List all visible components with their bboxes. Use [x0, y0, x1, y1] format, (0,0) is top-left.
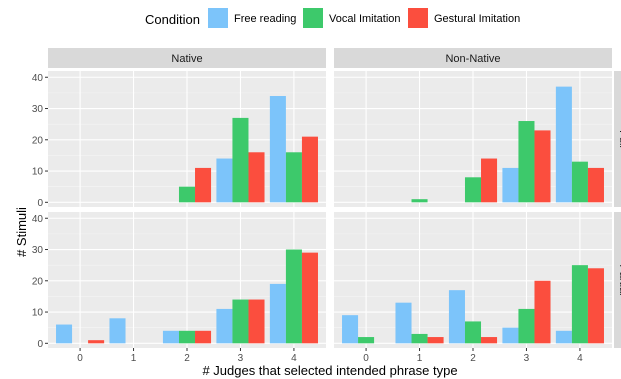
y-tick-label-10: 10	[32, 308, 44, 319]
x-tick-label-4: 4	[577, 353, 583, 364]
facet-strip-native	[48, 48, 326, 68]
x-tick-label-3: 3	[238, 353, 244, 364]
bar-free-reading-4	[555, 86, 572, 203]
panel-non-native-full	[334, 71, 612, 207]
bar-gestural-imitation-2	[195, 167, 212, 203]
facet-strip-partial	[614, 212, 621, 348]
legend-title: Condition	[145, 12, 200, 27]
bar-free-reading-1	[395, 302, 412, 344]
bar-free-reading-1	[109, 318, 126, 344]
facet-label-partial: Partial	[617, 264, 621, 295]
x-tick-label-1: 1	[417, 353, 423, 364]
bar-vocal-imitation-2	[178, 186, 196, 203]
bar-gestural-imitation-1	[427, 337, 444, 344]
bar-free-reading-4	[555, 330, 572, 344]
bar-free-reading-0	[56, 324, 73, 344]
facet-strip-full	[614, 71, 621, 207]
bar-free-reading-2	[448, 290, 465, 344]
y-tick-label-10: 10	[32, 167, 44, 178]
bar-gestural-imitation-2	[481, 337, 498, 344]
panel-non-native-partial	[334, 212, 612, 348]
bar-vocal-imitation-4	[571, 161, 588, 203]
bar-vocal-imitation-3	[518, 121, 535, 203]
x-tick-label-4: 4	[291, 353, 297, 364]
bar-vocal-imitation-1	[411, 333, 428, 344]
bar-vocal-imitation-2	[464, 321, 482, 344]
bar-vocal-imitation-2	[464, 177, 482, 203]
x-tick-label-1: 1	[131, 353, 137, 364]
bar-free-reading-3	[216, 158, 233, 203]
bar-free-reading-3	[502, 327, 519, 344]
legend: Condition Free reading Vocal Imitation Ges…	[145, 8, 520, 28]
bar-free-reading-0	[342, 315, 359, 344]
bar-gestural-imitation-4	[301, 252, 318, 344]
y-axis-title: # Stimuli	[14, 207, 29, 257]
legend-label-free-reading: Free reading	[234, 13, 296, 25]
x-tick-label-2: 2	[470, 353, 476, 364]
legend-label-vocal-imitation: Vocal Imitation	[329, 13, 401, 25]
panel-native-partial	[48, 212, 326, 348]
bar-gestural-imitation-3	[248, 299, 265, 344]
x-tick-label-0: 0	[77, 353, 83, 364]
bar-vocal-imitation-3	[232, 117, 249, 203]
bar-gestural-imitation-3	[248, 152, 265, 203]
bar-vocal-imitation-0	[358, 337, 375, 344]
bar-vocal-imitation-1	[411, 199, 428, 203]
facet-label-native: Native	[171, 53, 202, 65]
y-tick-label-20: 20	[32, 276, 44, 287]
bar-gestural-imitation-3	[534, 280, 551, 344]
bar-free-reading-4	[269, 283, 286, 344]
bar-vocal-imitation-3	[232, 299, 249, 344]
facet-label-non-native: Non-Native	[445, 53, 500, 65]
x-tick-label-2: 2	[184, 353, 190, 364]
y-tick-label-40: 40	[32, 214, 44, 225]
facet-strip-non-native	[334, 48, 612, 68]
y-tick-label-40: 40	[32, 73, 44, 84]
bar-free-reading-2	[162, 330, 179, 344]
y-tick-label-30: 30	[32, 104, 44, 115]
bar-vocal-imitation-4	[571, 265, 588, 344]
x-tick-label-0: 0	[363, 353, 369, 364]
bar-vocal-imitation-4	[285, 152, 302, 203]
legend-key-gestural-imitation	[408, 8, 428, 28]
legend-key-free-reading	[208, 8, 228, 28]
y-tick-label-0: 0	[37, 339, 43, 350]
bar-gestural-imitation-2	[481, 158, 498, 203]
facet-label-full: Full	[617, 130, 621, 148]
y-tick-label-0: 0	[37, 198, 43, 209]
bar-gestural-imitation-4	[587, 268, 604, 344]
legend-label-gestural-imitation: Gestural Imitation	[434, 13, 520, 25]
bar-gestural-imitation-3	[534, 130, 551, 203]
bar-free-reading-4	[269, 96, 286, 203]
bar-gestural-imitation-4	[587, 167, 604, 203]
y-tick-label-30: 30	[32, 245, 44, 256]
bar-vocal-imitation-2	[178, 330, 196, 344]
bar-free-reading-3	[216, 308, 233, 344]
panel-native-full	[48, 71, 326, 207]
bar-vocal-imitation-4	[285, 249, 302, 344]
bar-gestural-imitation-4	[301, 136, 318, 203]
legend-key-vocal-imitation	[303, 8, 323, 28]
bar-gestural-imitation-2	[195, 330, 212, 344]
x-tick-label-3: 3	[524, 353, 530, 364]
bar-gestural-imitation-0	[88, 340, 105, 344]
y-tick-label-20: 20	[32, 135, 44, 146]
bar-vocal-imitation-3	[518, 308, 535, 344]
bar-free-reading-3	[502, 167, 519, 203]
x-axis-title: # Judges that selected intended phrase t…	[202, 363, 457, 378]
